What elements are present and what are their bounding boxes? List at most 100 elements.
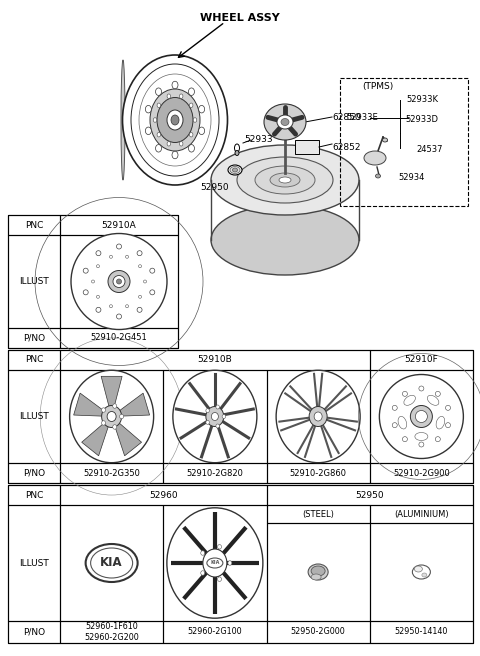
Text: KIA: KIA [100,556,123,569]
Ellipse shape [392,422,397,428]
Ellipse shape [172,152,178,159]
Ellipse shape [206,420,209,424]
Ellipse shape [139,265,142,268]
Text: 52950-14140: 52950-14140 [395,628,448,636]
Text: ILLUST: ILLUST [19,412,49,421]
Text: 52960-2G100: 52960-2G100 [188,628,242,636]
Polygon shape [73,393,103,416]
Text: 52910-2G860: 52910-2G860 [289,468,347,478]
Ellipse shape [383,138,387,142]
Ellipse shape [109,305,112,308]
Bar [8,350,60,370]
Polygon shape [115,423,142,456]
Ellipse shape [309,407,327,426]
Ellipse shape [117,314,121,319]
Ellipse shape [410,405,432,428]
Ellipse shape [167,508,263,618]
Bar [163,621,266,643]
Ellipse shape [126,305,129,308]
Ellipse shape [232,168,238,172]
Ellipse shape [150,268,155,273]
Ellipse shape [364,151,386,165]
Ellipse shape [96,307,101,312]
Ellipse shape [85,544,138,582]
Ellipse shape [264,104,306,140]
Ellipse shape [230,167,240,173]
Ellipse shape [83,268,88,273]
Text: 52960: 52960 [149,491,178,499]
Ellipse shape [126,255,129,258]
Bar [60,235,178,328]
Ellipse shape [172,81,178,89]
Text: PNC: PNC [25,220,43,230]
Ellipse shape [71,234,167,329]
Text: 52910-2G820: 52910-2G820 [186,468,243,478]
Ellipse shape [102,420,106,425]
Ellipse shape [217,577,221,581]
Text: 52933K: 52933K [406,96,438,104]
Bar [370,523,473,621]
Ellipse shape [107,411,116,422]
Ellipse shape [216,424,219,428]
Text: ILLUST: ILLUST [19,558,49,567]
Ellipse shape [157,98,193,142]
Text: KIA: KIA [210,560,219,565]
Ellipse shape [237,157,333,203]
Text: 52934: 52934 [399,173,425,182]
Bar [60,328,178,348]
Ellipse shape [311,574,321,580]
Ellipse shape [167,110,183,130]
Ellipse shape [203,549,227,577]
Ellipse shape [402,437,408,441]
Ellipse shape [117,279,121,284]
Text: 52910F: 52910F [405,356,438,365]
Ellipse shape [167,142,170,146]
Ellipse shape [199,127,204,134]
Text: 62852: 62852 [333,142,361,152]
Ellipse shape [167,94,170,98]
Bar [8,505,60,621]
Ellipse shape [211,205,359,275]
Ellipse shape [402,392,408,396]
Ellipse shape [207,558,223,568]
Ellipse shape [96,251,101,256]
Ellipse shape [150,290,155,295]
Text: 52910-2G900: 52910-2G900 [393,468,450,478]
Ellipse shape [70,370,154,462]
Text: WHEEL ASSY: WHEEL ASSY [200,13,280,23]
Ellipse shape [216,405,219,409]
Ellipse shape [379,375,463,459]
Ellipse shape [96,265,99,268]
Ellipse shape [199,106,204,113]
Bar [8,350,473,483]
Ellipse shape [145,106,151,113]
Ellipse shape [113,424,117,429]
Text: 52950: 52950 [355,491,384,499]
Ellipse shape [145,127,151,134]
Text: 24537: 24537 [417,146,443,155]
Bar [8,485,60,505]
Ellipse shape [270,173,300,187]
Ellipse shape [193,117,197,122]
Ellipse shape [180,94,183,98]
Ellipse shape [445,422,451,428]
Bar [60,215,178,235]
Ellipse shape [211,145,359,215]
Ellipse shape [137,307,142,312]
Text: 52910-2G451: 52910-2G451 [91,333,147,342]
Ellipse shape [308,564,328,580]
Text: (TPMS): (TPMS) [362,83,394,91]
Bar [163,370,266,463]
Ellipse shape [206,409,209,413]
Text: P/NO: P/NO [23,468,45,478]
Ellipse shape [419,386,424,391]
Text: 52910A: 52910A [102,220,136,230]
Text: P/NO: P/NO [23,628,45,636]
Bar [370,505,473,523]
Ellipse shape [281,119,289,125]
Ellipse shape [235,144,240,152]
Ellipse shape [190,103,193,108]
Ellipse shape [435,392,440,396]
Ellipse shape [415,432,428,440]
Text: 52910B: 52910B [197,356,232,365]
